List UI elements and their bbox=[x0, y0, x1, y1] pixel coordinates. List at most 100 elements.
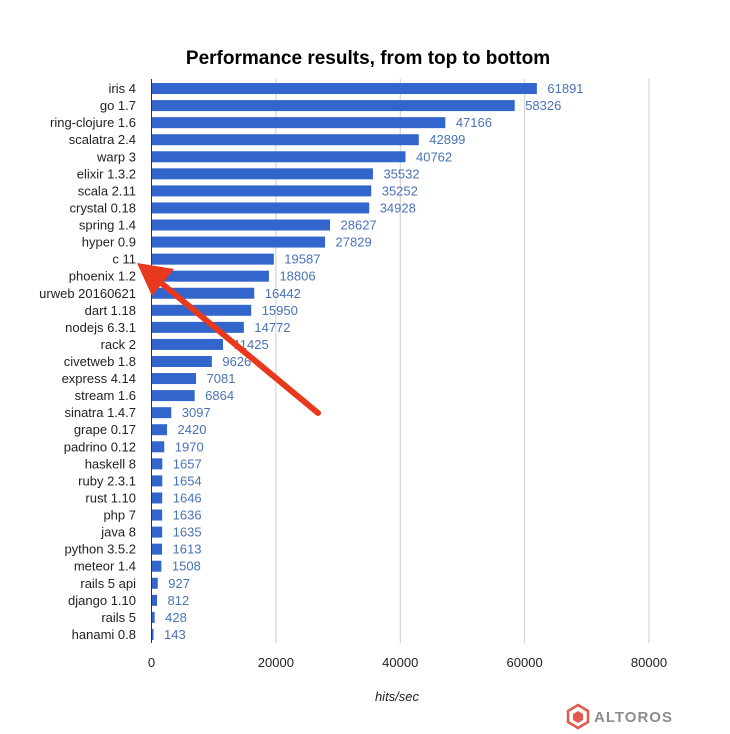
category-label: rack 2 bbox=[101, 337, 136, 352]
bar bbox=[152, 253, 274, 265]
bar bbox=[152, 492, 163, 504]
value-label: 16442 bbox=[265, 286, 301, 301]
value-label: 61891 bbox=[547, 81, 583, 96]
value-label: 40762 bbox=[416, 149, 452, 164]
bar bbox=[152, 338, 224, 350]
value-label: 58326 bbox=[525, 98, 561, 113]
value-label: 18806 bbox=[279, 269, 315, 284]
category-label: elixir 1.3.2 bbox=[77, 166, 136, 181]
value-label: 9626 bbox=[222, 354, 251, 369]
bar bbox=[152, 202, 370, 214]
value-label: 1636 bbox=[173, 508, 202, 523]
category-label: grape 0.17 bbox=[74, 422, 136, 437]
value-label: 47166 bbox=[456, 115, 492, 130]
value-label: 27829 bbox=[336, 235, 372, 250]
bar bbox=[152, 543, 163, 555]
value-label: 1508 bbox=[172, 559, 201, 574]
bar bbox=[152, 100, 515, 112]
bar bbox=[152, 390, 195, 402]
category-label: sinatra 1.4.7 bbox=[64, 405, 136, 420]
category-label: phoenix 1.2 bbox=[69, 269, 136, 284]
category-label: c 11 bbox=[112, 252, 136, 267]
bar bbox=[152, 270, 269, 282]
value-label: 3097 bbox=[182, 405, 211, 420]
bar bbox=[152, 304, 252, 316]
value-label: 1613 bbox=[173, 542, 202, 557]
category-label: express 4.14 bbox=[62, 371, 136, 386]
value-label: 927 bbox=[168, 576, 190, 591]
category-label: rust 1.10 bbox=[85, 490, 136, 505]
category-label: nodejs 6.3.1 bbox=[65, 320, 136, 335]
bars: iris 4 61891 go 1.7 58326 ring-clojure 1.6 47… bbox=[39, 81, 583, 642]
category-label: spring 1.4 bbox=[79, 218, 136, 233]
category-label: dart 1.18 bbox=[85, 303, 136, 318]
value-label: 15950 bbox=[262, 303, 298, 318]
bar bbox=[152, 117, 446, 129]
bar bbox=[152, 236, 326, 248]
bar bbox=[152, 475, 163, 487]
category-label: hyper 0.9 bbox=[82, 235, 136, 250]
bar bbox=[152, 424, 168, 436]
category-label: warp 3 bbox=[96, 149, 136, 164]
category-label: go 1.7 bbox=[100, 98, 136, 113]
bar bbox=[152, 628, 154, 640]
category-label: scala 2.11 bbox=[78, 183, 136, 198]
value-label: 19587 bbox=[284, 252, 320, 267]
bar bbox=[152, 185, 372, 197]
bar bbox=[152, 134, 419, 146]
bar bbox=[152, 168, 373, 180]
value-label: 1970 bbox=[175, 439, 204, 454]
value-label: 812 bbox=[168, 593, 190, 608]
x-tick-label: 20000 bbox=[258, 655, 294, 670]
altoros-logo-text: ALTOROS bbox=[594, 709, 673, 726]
bar bbox=[152, 151, 406, 163]
chart-title: Performance results, from top to bottom bbox=[186, 48, 550, 69]
x-tick-label: 40000 bbox=[382, 655, 418, 670]
category-label: hanami 0.8 bbox=[72, 627, 136, 642]
bar bbox=[152, 355, 212, 367]
category-label: ruby 2.3.1 bbox=[78, 473, 136, 488]
bar bbox=[152, 287, 255, 299]
category-label: civetweb 1.8 bbox=[64, 354, 136, 369]
bar bbox=[152, 560, 162, 572]
category-label: java 8 bbox=[100, 525, 136, 540]
bar bbox=[152, 526, 163, 538]
gridlines bbox=[275, 79, 650, 643]
value-label: 28627 bbox=[341, 218, 377, 233]
value-label: 42899 bbox=[429, 132, 465, 147]
x-axis-label: hits/sec bbox=[375, 689, 420, 704]
category-label: ring-clojure 1.6 bbox=[50, 115, 136, 130]
bar bbox=[152, 321, 244, 333]
bar bbox=[152, 373, 197, 385]
category-label: crystal 0.18 bbox=[70, 200, 136, 215]
value-label: 7081 bbox=[207, 371, 236, 386]
category-label: rails 5 bbox=[101, 610, 136, 625]
value-label: 35532 bbox=[383, 166, 419, 181]
value-label: 1635 bbox=[173, 525, 202, 540]
category-label: rails 5 api bbox=[80, 576, 136, 591]
bar bbox=[152, 219, 331, 231]
bar bbox=[152, 577, 158, 589]
category-label: haskell 8 bbox=[85, 456, 136, 471]
bar bbox=[152, 83, 537, 95]
category-label: scalatra 2.4 bbox=[69, 132, 136, 147]
x-tick-label: 0 bbox=[148, 655, 155, 670]
category-label: urweb 20160621 bbox=[39, 286, 136, 301]
category-label: python 3.5.2 bbox=[64, 542, 136, 557]
category-label: stream 1.6 bbox=[75, 388, 136, 403]
bar bbox=[152, 458, 163, 470]
value-label: 14772 bbox=[254, 320, 290, 335]
annotation-arrow bbox=[137, 263, 321, 416]
category-label: php 7 bbox=[103, 508, 136, 523]
value-label: 1646 bbox=[173, 490, 202, 505]
altoros-logo-icon bbox=[566, 703, 590, 730]
value-label: 1654 bbox=[173, 473, 202, 488]
altoros-logo: ALTOROS bbox=[566, 703, 673, 730]
bar bbox=[152, 611, 155, 623]
bar bbox=[152, 509, 163, 521]
bar bbox=[152, 407, 172, 419]
value-label: 35252 bbox=[382, 183, 418, 198]
value-label: 428 bbox=[165, 610, 187, 625]
value-label: 6864 bbox=[205, 388, 234, 403]
